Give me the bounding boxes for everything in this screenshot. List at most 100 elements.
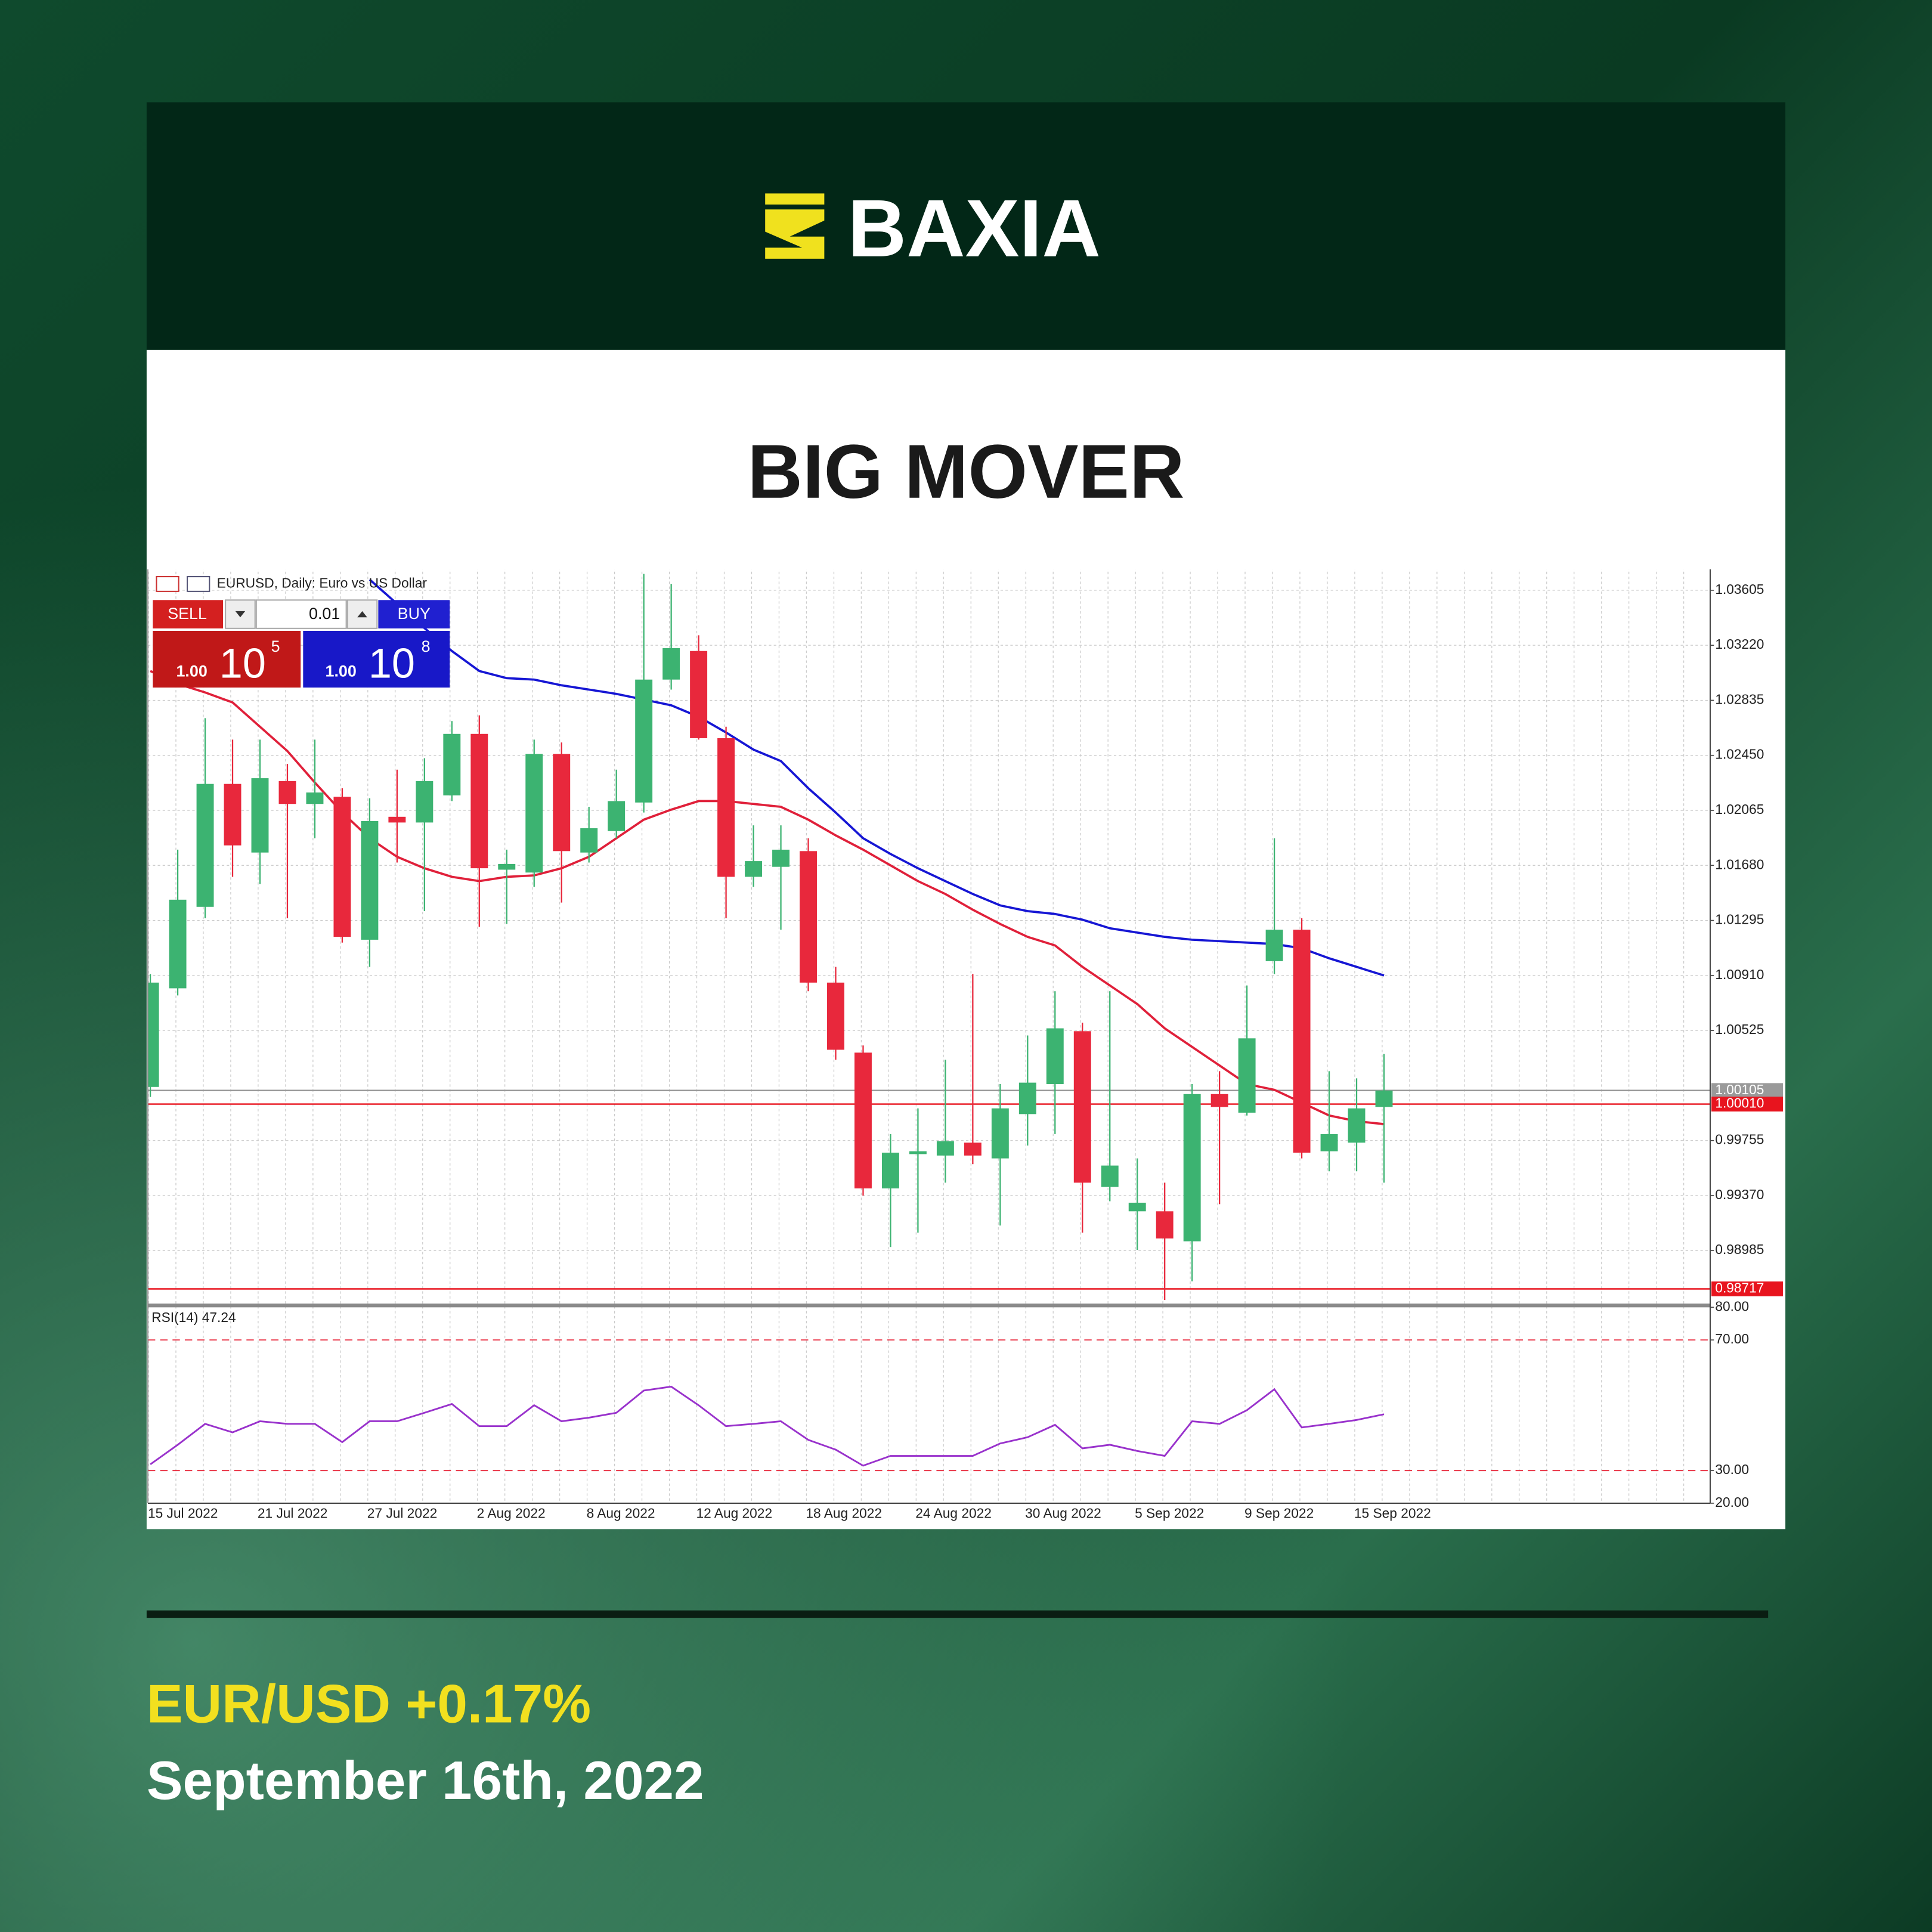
y-tick-label: 0.99755	[1715, 1132, 1764, 1147]
candle-body	[745, 861, 763, 877]
x-tick-label: 2 Aug 2022	[477, 1506, 546, 1521]
chart-title: EURUSD, Daily: Euro vs US Dollar	[217, 575, 428, 590]
rsi-panel	[147, 1339, 1711, 1472]
divider	[146, 1610, 1769, 1618]
price-label: 1.00010	[1715, 1095, 1764, 1111]
candle-body	[1265, 930, 1283, 961]
buy-volume: 1.00	[326, 662, 357, 680]
candle-body	[1018, 1082, 1036, 1114]
panel-title: RSI(14) 47.24	[151, 1309, 236, 1325]
y-tick-label: 20.00	[1715, 1494, 1749, 1510]
axis-labels: 1.03605 1.03220 1.02835 1.02450 1.02065 1.016…	[148, 581, 1783, 1521]
price-label-box	[1711, 1083, 1783, 1098]
vertical-grid	[147, 569, 1711, 1503]
candle-body	[964, 1143, 982, 1156]
candle-body	[662, 648, 680, 680]
x-tick-label: 18 Aug 2022	[806, 1506, 882, 1521]
y-tick-label: 1.01680	[1715, 856, 1764, 872]
pair-change: EUR/USD +0.17%	[147, 1674, 591, 1735]
candle-body	[1375, 1090, 1393, 1107]
chart-title-bar: EURUSD, Daily: Euro vs US Dollar	[156, 575, 428, 592]
candle-body	[306, 792, 324, 804]
candle-body	[635, 679, 653, 803]
header-band	[146, 102, 1786, 350]
sell-label: SELL	[168, 605, 207, 623]
candle-body	[1101, 1165, 1119, 1187]
candle-body	[333, 797, 351, 937]
candle-body	[361, 821, 379, 940]
x-tick-label: 15 Jul 2022	[148, 1506, 218, 1521]
y-tick-label: 1.01295	[1715, 912, 1764, 927]
moving-average	[150, 670, 1385, 1125]
sell-price-small: 5	[271, 637, 280, 655]
price-label: 1.00105	[1715, 1082, 1764, 1097]
x-tick-label: 5 Sep 2022	[1135, 1506, 1204, 1521]
candle-body	[1210, 1094, 1228, 1107]
buy-button[interactable]	[378, 600, 450, 628]
price-label-box	[1711, 1281, 1783, 1296]
date: September 16th, 2022	[147, 1751, 704, 1811]
y-tick-label: 1.02065	[1715, 801, 1764, 817]
price-label-box	[1711, 1097, 1783, 1111]
candle-body	[881, 1153, 899, 1188]
moving-average	[369, 578, 1385, 977]
candle-body	[1348, 1108, 1366, 1143]
logo-icon	[765, 193, 825, 259]
y-tick-label: 1.03220	[1715, 636, 1764, 652]
candle-body	[1238, 1038, 1256, 1113]
x-tick-label: 15 Sep 2022	[1354, 1506, 1431, 1521]
y-tick-label: 70.00	[1715, 1331, 1749, 1346]
candle-body	[580, 828, 598, 853]
x-tick-label: 27 Jul 2022	[367, 1506, 437, 1521]
candle-body	[690, 651, 708, 738]
y-tick-label: 1.00910	[1715, 967, 1764, 982]
candle-body	[936, 1141, 954, 1156]
candle-body	[1128, 1202, 1146, 1212]
candle-body	[1183, 1094, 1201, 1241]
y-tick-label: 1.03605	[1715, 581, 1764, 597]
y-tick-label: 0.98985	[1715, 1241, 1764, 1257]
candle-body	[553, 754, 571, 852]
candle-body	[388, 816, 406, 823]
panel-separator	[147, 1304, 1711, 1308]
candle-body	[608, 801, 626, 831]
candle-body	[169, 899, 187, 989]
sell-button[interactable]	[153, 600, 224, 628]
x-tick-label: 9 Sep 2022	[1244, 1506, 1314, 1521]
candle-body	[443, 733, 461, 795]
candle-body	[854, 1052, 872, 1188]
price-label: 0.98717	[1715, 1280, 1764, 1295]
candle-body	[525, 754, 543, 873]
y-tick-label: 1.02450	[1715, 747, 1764, 762]
sell-price-box[interactable]	[153, 630, 301, 688]
candle-body	[1073, 1031, 1091, 1183]
x-tick-label: 30 Aug 2022	[1025, 1506, 1101, 1521]
candle-body	[498, 863, 516, 870]
candle-body	[827, 982, 844, 1050]
candle-body	[470, 733, 488, 869]
buy-price-big: 10	[369, 639, 415, 686]
candle-body	[278, 781, 296, 804]
x-tick-label: 8 Aug 2022	[587, 1506, 655, 1521]
lot-input[interactable]	[255, 599, 347, 629]
candle-body	[416, 781, 434, 823]
buy-label: BUY	[398, 605, 431, 623]
candle-body	[991, 1108, 1009, 1159]
candle-body	[251, 778, 269, 853]
buy-price-box[interactable]	[303, 630, 450, 688]
y-tick-label: 0.99370	[1715, 1187, 1764, 1202]
x-tick-label: 24 Aug 2022	[915, 1506, 992, 1521]
candle-body	[1320, 1134, 1338, 1151]
x-tick-label: 21 Jul 2022	[258, 1506, 327, 1521]
brand: BAXIA	[848, 183, 1101, 274]
candle-body	[224, 784, 242, 846]
candle-body	[196, 784, 214, 907]
candle-body	[1046, 1028, 1064, 1085]
candle-body	[909, 1151, 927, 1154]
candle-body	[772, 849, 789, 867]
sell-volume: 1.00	[176, 662, 207, 680]
y-tick-label: 1.00525	[1715, 1021, 1764, 1037]
buy-price-small: 8	[422, 637, 431, 655]
y-tick-label: 1.02835	[1715, 691, 1764, 707]
one-click-trading: SELL 0.01 BUY 1.00 10 5 1.00 10 8	[153, 599, 450, 688]
